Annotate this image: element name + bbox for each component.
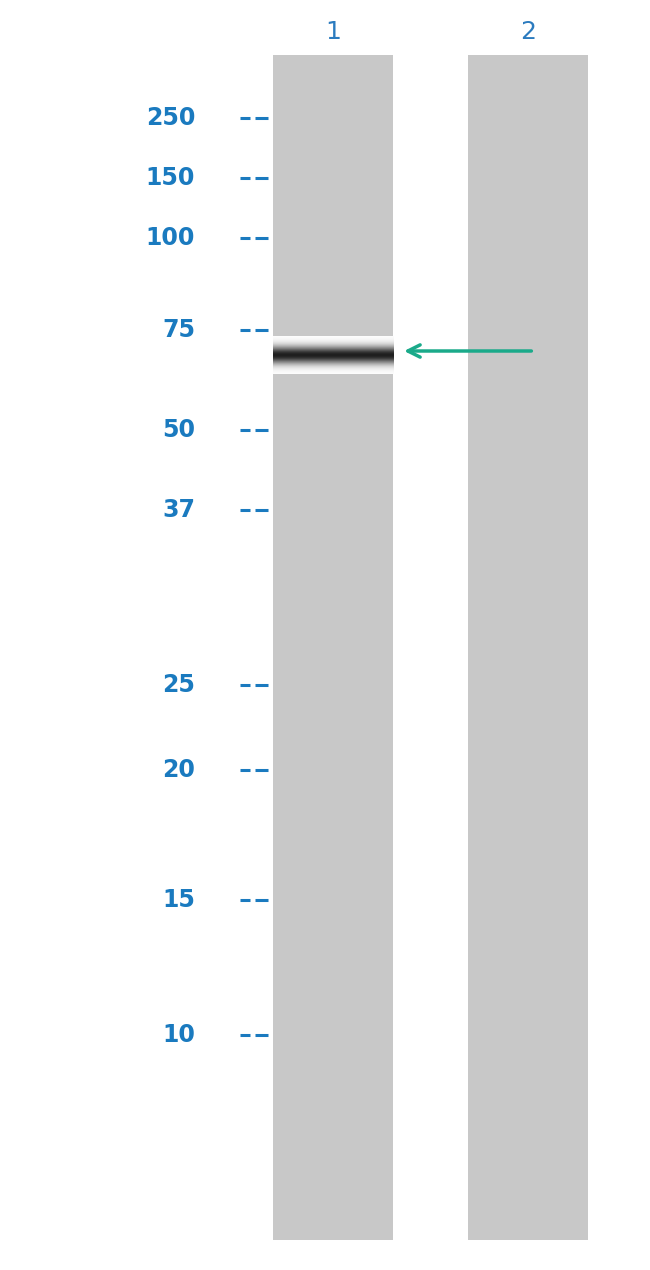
Text: 75: 75: [162, 318, 195, 342]
Text: 1: 1: [325, 20, 341, 44]
Text: 250: 250: [146, 105, 195, 130]
Bar: [468, 55, 588, 1240]
Text: 50: 50: [162, 418, 195, 442]
Bar: [273, 55, 393, 1240]
Text: 2: 2: [520, 20, 536, 44]
Text: 15: 15: [162, 888, 195, 912]
Text: 37: 37: [162, 498, 195, 522]
Text: 150: 150: [146, 166, 195, 190]
Text: 20: 20: [162, 758, 195, 782]
Text: 10: 10: [162, 1024, 195, 1046]
Text: 25: 25: [162, 673, 195, 697]
Text: 100: 100: [146, 226, 195, 250]
